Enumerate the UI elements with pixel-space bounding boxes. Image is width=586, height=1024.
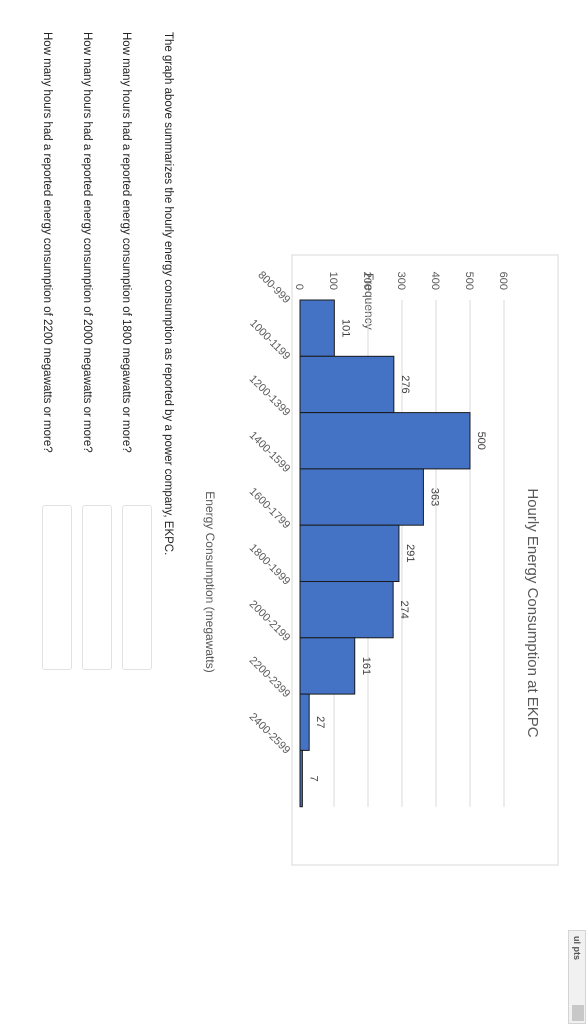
x-tick-label: 2400-2599 [247,711,293,757]
points-widget-button[interactable] [572,1005,584,1021]
answer-input-2[interactable] [82,505,112,670]
bars [299,299,471,808]
y-tick-label: 300 [395,272,407,290]
data-label: 500 [475,432,487,450]
data-label: 363 [428,488,440,506]
bar-2400-2599 [299,749,303,808]
x-tick-label: 1800-1999 [247,542,293,588]
bar-1000-1199 [299,355,395,414]
x-tick-label: 1200-1399 [247,373,293,419]
intro-text: The graph above summarizes the hourly en… [162,32,174,556]
data-label: 7 [307,775,319,781]
x-tick-label: 800-999 [255,269,292,306]
data-labels: 101 276 500 363 291 274 161 27 7 [307,319,487,782]
points-label: ul pts [572,936,582,960]
chart-title: Hourly Energy Consumption at EKPC [524,488,541,737]
question-1: How many hours had a reported energy con… [120,32,132,453]
bar-1200-1399 [299,412,471,470]
x-tick-label: 1000-1199 [247,317,292,362]
question-2: How many hours had a reported energy con… [81,32,93,453]
y-tick-label: 100 [327,272,339,290]
answer-input-1[interactable] [122,505,152,670]
data-label: 161 [360,657,372,675]
y-axis-label: Frequency [362,273,376,330]
y-tick-labels: 0 100 200 300 400 500 600 [293,272,509,290]
x-axis-label: Energy Consumption (megawatts) [203,491,217,672]
x-tick-labels: 800-999 1000-1199 1200-1399 1400-1599 1600-1… [247,269,293,756]
bar-1600-1799 [299,524,400,583]
y-tick-label: 400 [429,272,441,290]
bar-800-999 [299,299,335,357]
bar-2200-2399 [299,693,310,751]
x-tick-label: 2000-2199 [247,598,293,644]
question-3: How many hours had a reported energy con… [41,32,53,453]
x-tick-label: 2200-2399 [247,655,293,701]
data-label: 101 [339,319,351,337]
answer-input-3[interactable] [42,505,72,670]
data-label: 276 [399,375,411,393]
bar-1400-1599 [299,468,424,526]
y-tick-label: 600 [497,272,509,290]
y-tick-label: 0 [293,284,305,290]
data-label: 27 [314,716,326,728]
x-tick-label: 1400-1599 [247,429,293,475]
y-tick-label: 200 [361,272,373,290]
y-tick-label: 500 [463,272,475,290]
x-tick-label: 1600-1799 [247,486,293,532]
data-label: 291 [404,544,416,562]
data-label: 274 [398,600,410,618]
bar-2000-2199 [299,637,356,695]
bar-1800-1999 [299,581,394,639]
